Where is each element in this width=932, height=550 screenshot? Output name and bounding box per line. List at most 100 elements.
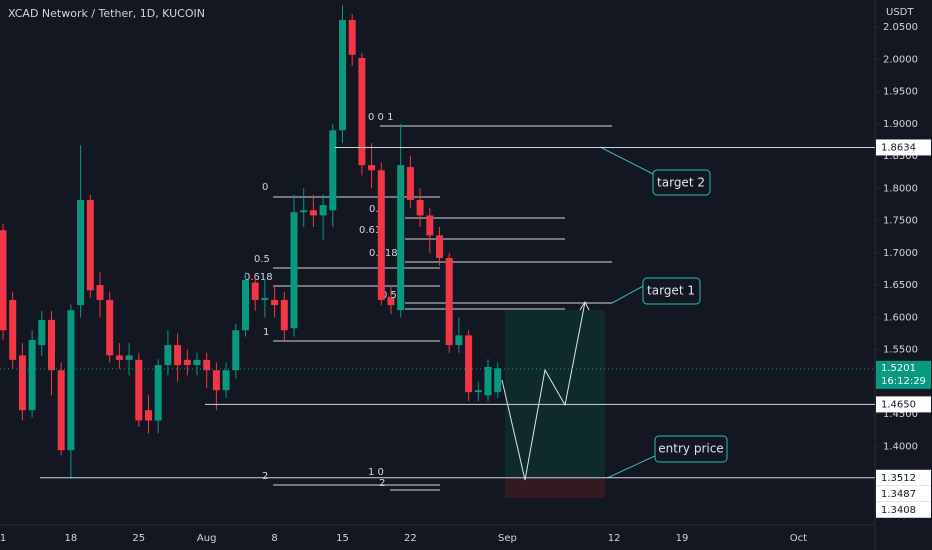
callout-pointer bbox=[606, 454, 658, 479]
callout-box bbox=[652, 169, 711, 196]
x-tick-label: 15 bbox=[336, 533, 349, 544]
fib-label: 0.618 bbox=[244, 272, 273, 283]
last-price-label: 1.5201 bbox=[881, 363, 916, 374]
candle-body bbox=[174, 345, 182, 366]
x-tick-label: 22 bbox=[404, 533, 417, 544]
candle-body bbox=[96, 285, 104, 300]
projection-arrow bbox=[579, 300, 590, 311]
fib-label: 2 bbox=[262, 471, 268, 482]
candle-body bbox=[242, 279, 249, 331]
y-tick-label: 1.8000 bbox=[883, 183, 918, 194]
fib-label: 0 bbox=[262, 182, 268, 193]
candle-body bbox=[115, 355, 123, 360]
price-label-box bbox=[876, 469, 931, 486]
x-tick-label: Aug bbox=[197, 533, 217, 544]
candle-body bbox=[329, 130, 337, 211]
x-tick-label: Sep bbox=[498, 533, 517, 544]
candle-body bbox=[387, 297, 395, 306]
candle-body bbox=[193, 359, 201, 366]
y-tick-label: 2.0500 bbox=[883, 22, 918, 33]
price-label: 1.3487 bbox=[881, 489, 916, 500]
fib-label: 2 bbox=[379, 478, 385, 489]
price-label: 1.3408 bbox=[881, 505, 916, 516]
y-tick-label: 1.6000 bbox=[883, 312, 918, 323]
fib-label: 0.5 bbox=[381, 290, 397, 301]
candle-body bbox=[368, 165, 376, 171]
projection-path bbox=[501, 301, 586, 481]
x-tick-label: Oct bbox=[790, 533, 807, 544]
candle-body bbox=[48, 319, 55, 371]
candle-body bbox=[0, 230, 7, 331]
candle-body bbox=[484, 366, 492, 396]
fib-label: 0.5 bbox=[254, 254, 270, 265]
candle-body bbox=[212, 370, 220, 391]
candle-body bbox=[164, 345, 172, 366]
y-tick-label: 1.7000 bbox=[883, 248, 918, 259]
price-label-box bbox=[876, 396, 931, 413]
last-price-box bbox=[876, 360, 931, 389]
profit-zone bbox=[505, 310, 605, 478]
candle-body bbox=[465, 335, 473, 393]
candle-body bbox=[319, 205, 327, 216]
price-label-box bbox=[876, 139, 931, 156]
loss-zone bbox=[505, 478, 605, 498]
y-tick-label: 1.4000 bbox=[883, 441, 918, 452]
callout-box bbox=[642, 277, 701, 305]
candle-body bbox=[494, 368, 502, 393]
candle-body bbox=[271, 299, 279, 306]
candle-body bbox=[9, 299, 17, 360]
candle-body bbox=[474, 390, 482, 393]
callout-text: target 2 bbox=[657, 176, 705, 190]
candle-body bbox=[203, 359, 211, 371]
fib-label: 1 0 bbox=[368, 467, 384, 478]
callout-box bbox=[654, 435, 728, 463]
candle-body bbox=[261, 297, 269, 300]
fib-label: 1 bbox=[263, 327, 269, 338]
callout-pointer bbox=[611, 284, 646, 304]
candle-body bbox=[251, 282, 259, 300]
candle-body bbox=[38, 319, 46, 346]
price-label: 1.3512 bbox=[881, 473, 916, 484]
x-tick-label: 1 bbox=[0, 533, 6, 544]
candle-body bbox=[339, 19, 346, 131]
fib-label: 0.61 bbox=[359, 225, 381, 236]
candle-body bbox=[348, 19, 356, 55]
x-tick-label: 19 bbox=[676, 533, 689, 544]
candle-body bbox=[77, 199, 85, 306]
candle-body bbox=[145, 410, 152, 421]
y-tick-label: 2.0000 bbox=[883, 54, 918, 65]
candle-body bbox=[280, 299, 288, 331]
fib-drawings: 0 0 1 0 0.5 0.618 1 0. 0.61 0.618 0.5 2 … bbox=[244, 112, 612, 491]
callout-pointer bbox=[599, 146, 656, 176]
y-tick-label: 1.7500 bbox=[883, 216, 918, 227]
candle-body bbox=[455, 335, 463, 346]
callout-text: entry price bbox=[658, 442, 723, 456]
fib-label: 0. bbox=[369, 204, 379, 215]
candle-body bbox=[183, 359, 191, 366]
candle-body bbox=[18, 355, 26, 411]
chart-title: XCAD Network / Tether, 1D, KUCOIN bbox=[8, 7, 205, 20]
candle-body bbox=[28, 339, 36, 411]
y-tick-label: 1.8500 bbox=[883, 151, 918, 162]
y-tick-label: 1.5500 bbox=[883, 345, 918, 356]
x-tick-label: 8 bbox=[271, 533, 277, 544]
candle-body bbox=[232, 330, 240, 371]
candle-body bbox=[397, 165, 405, 311]
y-tick-label: 1.6500 bbox=[883, 280, 918, 291]
candle-body bbox=[290, 212, 298, 329]
candle-body bbox=[377, 170, 385, 300]
x-tick-label: 18 bbox=[65, 533, 78, 544]
x-tick-label: 12 bbox=[608, 533, 621, 544]
candle-body bbox=[406, 167, 414, 200]
callout-text: target 1 bbox=[647, 284, 695, 298]
candle-body bbox=[154, 365, 162, 421]
candle-body bbox=[135, 359, 143, 421]
y-tick-label: 1.9000 bbox=[883, 119, 918, 130]
candle-body bbox=[106, 299, 114, 356]
price-label: 1.4650 bbox=[881, 399, 916, 410]
candle-body bbox=[125, 355, 133, 360]
candle-body bbox=[416, 199, 424, 216]
callouts: target 2 target 1 entry price bbox=[599, 146, 728, 479]
